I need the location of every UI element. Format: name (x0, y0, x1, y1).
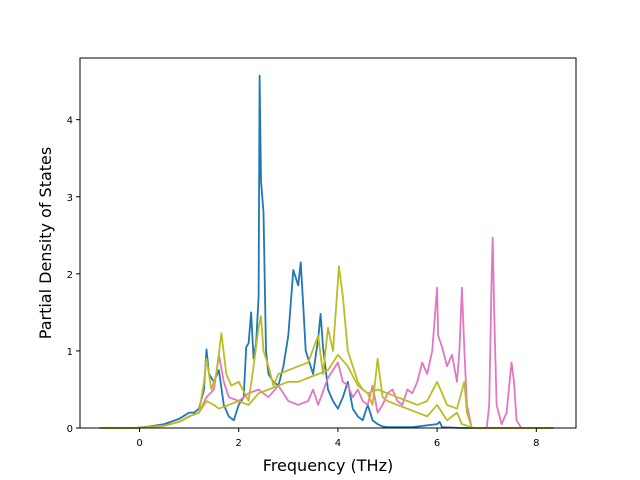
y-tick-label: 3 (67, 193, 73, 204)
series-line-3 (99, 265, 554, 429)
y-tick-label: 1 (67, 347, 73, 358)
x-tick-label: 6 (434, 438, 440, 449)
x-tick-label: 8 (533, 438, 539, 449)
y-tick-label: 0 (67, 424, 73, 435)
series-lines (99, 74, 554, 429)
x-tick-label: 0 (136, 438, 142, 449)
x-axis-ticks: 0 2 4 6 8 (136, 428, 540, 449)
y-axis-label: Partial Density of States (36, 147, 55, 339)
x-tick-label: 2 (236, 438, 242, 449)
y-axis-ticks: 0 1 2 3 4 (67, 116, 80, 435)
series-line-2 (99, 236, 554, 429)
y-tick-label: 4 (67, 116, 73, 127)
x-axis-label: Frequency (THz) (263, 456, 393, 475)
x-tick-label: 4 (335, 438, 341, 449)
series-line-4 (99, 353, 554, 429)
series-line-1 (99, 74, 554, 429)
y-tick-label: 2 (67, 270, 73, 281)
plot-frame (79, 57, 577, 429)
